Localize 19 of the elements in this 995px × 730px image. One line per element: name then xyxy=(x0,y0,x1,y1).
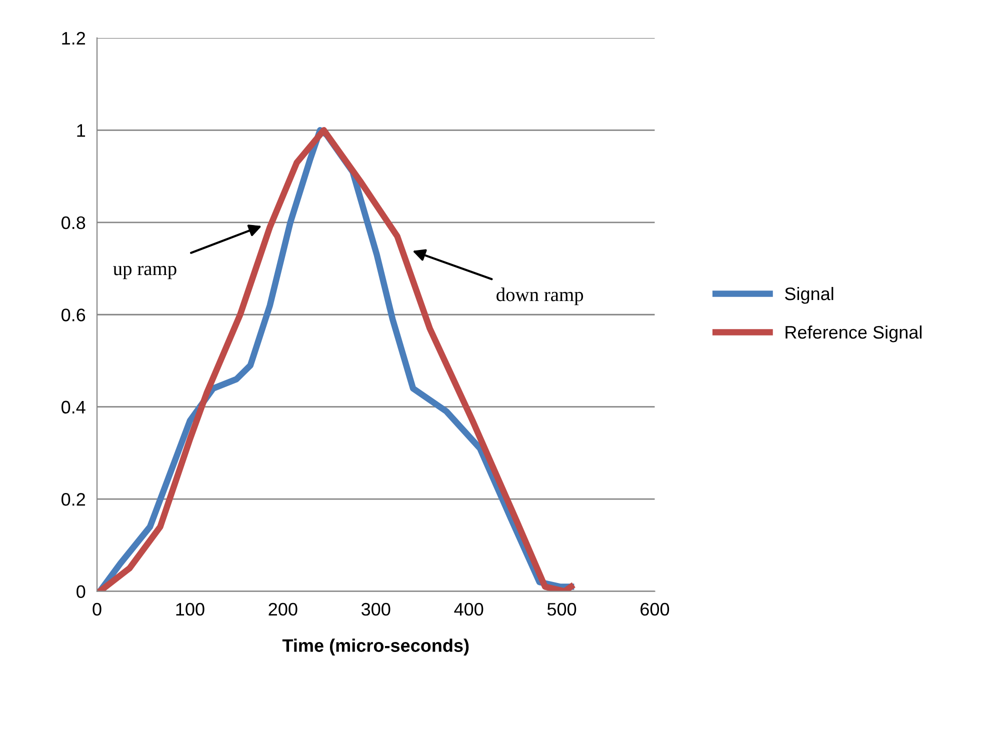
legend-label: Reference Signal xyxy=(786,325,922,342)
annotation: up ramp xyxy=(113,266,176,280)
legend-label: Signal xyxy=(785,286,834,304)
y-tick-label: 0 xyxy=(76,585,86,598)
y-tick-label: 0.4 xyxy=(62,400,86,414)
x-tick-label: 200 xyxy=(268,602,298,616)
x-tick-label: 100 xyxy=(176,602,204,616)
x-tick-label: 600 xyxy=(640,602,670,616)
x-axis-title: Time (micro-seconds) xyxy=(282,638,469,656)
x-tick-label: 0 xyxy=(92,602,102,616)
y-tick-label: 0.2 xyxy=(62,493,85,506)
annotation: down ramp xyxy=(496,288,584,306)
x-tick-label: 400 xyxy=(454,602,484,616)
y-tick-label: 0.6 xyxy=(62,308,86,322)
x-tick-label: 300 xyxy=(361,602,390,616)
y-tick-label: 0.8 xyxy=(62,216,86,230)
y-tick-label: 1.2 xyxy=(62,32,85,44)
y-tick-label: 1 xyxy=(77,124,86,137)
x-tick-label: 500 xyxy=(547,602,576,616)
